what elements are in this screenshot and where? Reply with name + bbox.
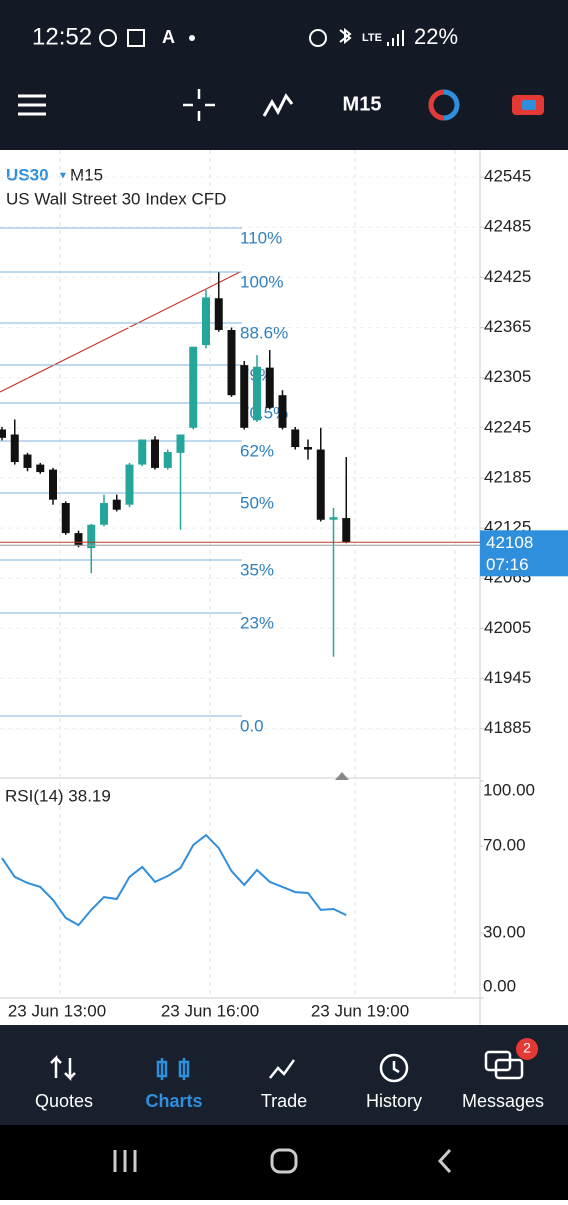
rsi-title: RSI(14) 38.19 xyxy=(5,786,111,805)
trade-button-half xyxy=(428,89,445,121)
messages-badge: 2 xyxy=(523,1040,531,1056)
fib-label: 35% xyxy=(240,560,274,579)
fib-label: 88.6% xyxy=(240,323,288,342)
candle-body xyxy=(291,429,300,448)
y-tick-label: 42425 xyxy=(484,267,531,286)
rsi-tick-label: 0.00 xyxy=(483,976,516,995)
badge-bg xyxy=(516,1038,538,1060)
status-a: A xyxy=(162,27,175,47)
rsi-tick-label: 70.00 xyxy=(483,836,526,855)
indicators-button[interactable] xyxy=(262,93,294,117)
status-network: LTE xyxy=(362,32,382,44)
fib-label: 50% xyxy=(240,493,274,512)
y-tick-label: 42485 xyxy=(484,217,531,236)
fib-label: 0.0 xyxy=(240,716,264,735)
fib-label: 110% xyxy=(240,228,282,247)
candle-body xyxy=(112,499,121,510)
countdown-label: 07:16 xyxy=(486,555,529,574)
candle-body xyxy=(265,367,274,408)
y-tick-label: 42005 xyxy=(484,618,531,637)
y-tick-label: 41945 xyxy=(484,668,531,687)
y-tick-label: 42545 xyxy=(484,167,531,186)
candle-body xyxy=(10,434,19,463)
x-tick-label: 23 Jun 16:00 xyxy=(161,1001,259,1020)
candle-body xyxy=(316,449,325,520)
fib-label: 23% xyxy=(240,613,274,632)
candle-body xyxy=(163,452,172,468)
fib-label: 70.5% xyxy=(240,403,288,422)
status-time: 12:52 xyxy=(32,23,92,50)
x-tick-label: 23 Jun 13:00 xyxy=(8,1001,106,1020)
system-nav xyxy=(0,1125,568,1200)
candle-body xyxy=(151,439,159,468)
candle-body xyxy=(36,464,45,473)
rsi-tick-label: 100.00 xyxy=(483,780,535,799)
candle-body xyxy=(342,518,351,543)
menu-button[interactable] xyxy=(18,94,46,116)
fib-trendline xyxy=(0,271,241,393)
nav-item[interactable]: History xyxy=(366,1091,422,1111)
y-tick-label: 42305 xyxy=(484,367,531,386)
nav-item[interactable]: Charts xyxy=(145,1091,202,1111)
candle-body xyxy=(100,503,108,525)
status-battery: 22% xyxy=(414,24,458,49)
candle-body xyxy=(23,454,32,468)
y-tick-label: 42185 xyxy=(484,467,531,486)
candle-body xyxy=(49,469,57,500)
rsi-line xyxy=(1,833,347,927)
candle-body xyxy=(74,533,83,546)
pane-handle[interactable] xyxy=(335,772,349,780)
candle-body xyxy=(278,395,287,428)
candle-body xyxy=(61,503,70,534)
x-tick-label: 23 Jun 19:00 xyxy=(311,1001,409,1020)
candle-body xyxy=(214,298,223,331)
y-tick-label: 42365 xyxy=(484,317,531,336)
nav-icons xyxy=(50,1050,524,1083)
symbol-description: US Wall Street 30 Index CFD xyxy=(6,189,226,208)
candle-body xyxy=(253,366,261,421)
status-icons xyxy=(99,27,404,47)
header-bg xyxy=(0,0,568,150)
nav-item[interactable]: Quotes xyxy=(35,1091,93,1111)
y-tick-label: 42245 xyxy=(484,417,531,436)
fib-label: 100% xyxy=(240,272,283,291)
candle-body xyxy=(138,439,147,465)
timeframe-button[interactable]: M15 xyxy=(343,93,382,115)
crosshair-button[interactable] xyxy=(183,89,215,121)
system-buttons[interactable] xyxy=(113,1148,452,1174)
status-dot xyxy=(189,35,195,41)
price-badge xyxy=(480,530,568,577)
candle-body xyxy=(125,464,134,505)
last-price-label: 42108 xyxy=(486,533,533,552)
rsi-tick-label: 30.00 xyxy=(483,922,526,941)
oneclick-inner xyxy=(522,100,536,110)
v-grid xyxy=(59,150,456,998)
symbol[interactable]: US30 xyxy=(6,165,49,184)
candle-body xyxy=(87,524,96,549)
bottom-nav: Quotes Charts Trade History Messages xyxy=(35,1091,544,1111)
nav-item[interactable]: Messages xyxy=(462,1091,544,1111)
nav-item[interactable]: Trade xyxy=(261,1091,307,1111)
candle-body xyxy=(0,429,6,438)
candle-body xyxy=(227,330,236,396)
candle-body xyxy=(189,346,198,428)
candle-body xyxy=(202,297,210,346)
fib-label: 62% xyxy=(240,441,274,460)
candle-body xyxy=(240,365,249,428)
y-tick-label: 41885 xyxy=(484,718,531,737)
symbol-arrow: ▼ xyxy=(58,171,68,182)
candle-body xyxy=(176,434,185,453)
chart-timeframe: M15 xyxy=(70,165,103,184)
candle-body xyxy=(304,447,312,450)
candle-body xyxy=(329,517,338,520)
